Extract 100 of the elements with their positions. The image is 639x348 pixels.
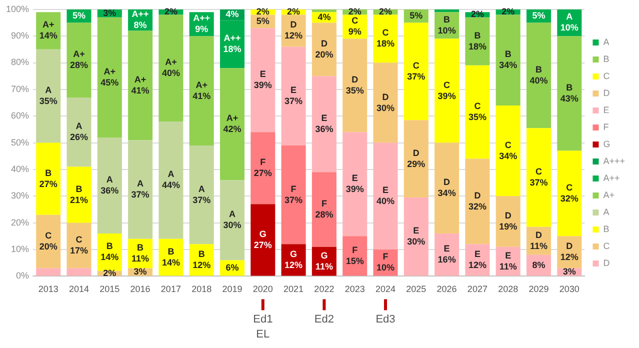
bar	[373, 14, 398, 63]
x-tick-label: 2025	[406, 284, 426, 294]
data-label: 2%	[348, 6, 362, 17]
y-tick-label: 0%	[16, 270, 30, 281]
data-label: D 11%	[530, 230, 548, 251]
data-label: 2%	[287, 6, 300, 17]
data-label: E 39%	[346, 173, 364, 194]
data-label: 3%	[562, 266, 576, 276]
bar	[66, 97, 92, 167]
bar	[158, 121, 184, 239]
text: Ed3	[376, 314, 396, 326]
bar	[312, 9, 336, 12]
bar	[97, 137, 122, 234]
data-label: A 10%	[560, 12, 578, 33]
bar	[373, 142, 398, 250]
x-tick-label: 2028	[498, 284, 518, 294]
data-label: D 12%	[284, 20, 303, 41]
data-label: A++ 9%	[193, 13, 210, 34]
data-label: F 10%	[376, 252, 395, 273]
bar	[496, 196, 520, 247]
data-label: C 9%	[348, 16, 362, 37]
legend-label: A	[603, 36, 610, 47]
data-label: B 12%	[192, 248, 211, 270]
data-label: 3%	[103, 8, 116, 18]
bar	[220, 68, 245, 180]
bar	[496, 14, 520, 106]
data-label: C 20%	[39, 230, 58, 252]
data-label: 3%	[134, 266, 147, 276]
data-label: E 11%	[499, 250, 517, 272]
bar	[250, 132, 276, 204]
bar	[220, 180, 245, 260]
data-label: D 35%	[346, 74, 364, 96]
x-tick-label: 2021	[284, 284, 304, 294]
data-label: D 32%	[468, 190, 486, 212]
bar	[526, 128, 552, 227]
data-label: E 12%	[468, 248, 486, 270]
data-label: A 37%	[192, 184, 211, 205]
data-label: A+ 28%	[70, 49, 88, 70]
data-label: B 14%	[100, 241, 119, 262]
bar	[36, 268, 61, 276]
bar	[66, 222, 92, 268]
x-tick-label: 2022	[314, 284, 334, 294]
legend-label: A+	[603, 190, 614, 200]
data-label: 2%	[470, 9, 484, 20]
data-label: E 39%	[254, 69, 272, 90]
data-label: A 44%	[162, 169, 180, 190]
data-label: B 14%	[162, 246, 180, 268]
y-tick-label: 40%	[11, 164, 30, 174]
x-tick-label: 2024	[375, 284, 396, 294]
x-tick-label: 2020	[252, 284, 273, 294]
legend-label: B	[603, 224, 610, 234]
data-label: C 37%	[530, 166, 548, 188]
legend-label: B	[603, 54, 610, 64]
data-label: F 27%	[254, 157, 272, 178]
data-label: A+ 45%	[100, 66, 119, 88]
x-tick-label: 2014	[68, 284, 90, 294]
bar	[465, 17, 490, 66]
data-label: A+ 41%	[131, 74, 150, 96]
x-tick-label: 2026	[436, 284, 457, 294]
data-label: B 43%	[560, 82, 578, 104]
bar	[434, 142, 460, 234]
text: EL	[256, 328, 270, 341]
data-label: 4%	[226, 9, 239, 20]
data-label: G 27%	[254, 228, 272, 250]
bar	[342, 38, 368, 132]
data-label: F 28%	[315, 198, 334, 220]
data-label: A+ 14%	[39, 20, 58, 41]
data-label: D 29%	[407, 148, 426, 169]
data-label: 2%	[256, 6, 270, 17]
text: Ed2	[314, 314, 334, 326]
data-label: B 21%	[70, 184, 88, 205]
y-tick-label: 70%	[11, 84, 30, 94]
legend-label: D	[603, 258, 610, 268]
bar	[36, 142, 61, 215]
text: Ed1	[253, 314, 273, 326]
bar	[36, 49, 61, 143]
data-label: A+ 40%	[162, 57, 180, 78]
data-label: 4%	[318, 12, 331, 22]
data-label: C 32%	[560, 182, 578, 204]
data-label: A+ 42%	[223, 113, 242, 134]
bar	[36, 214, 61, 268]
legend-label: A	[603, 206, 610, 217]
bar	[434, 38, 460, 143]
data-label: 2%	[502, 6, 515, 17]
legend-label: C	[603, 70, 610, 81]
x-tick-label: 2019	[222, 284, 242, 294]
bar	[189, 36, 214, 146]
data-label: G 11%	[315, 250, 333, 272]
bar	[281, 46, 306, 146]
data-label: C 18%	[376, 28, 395, 49]
data-label: 5%	[72, 10, 86, 21]
data-label: C 35%	[468, 101, 486, 122]
data-label: D 20%	[315, 38, 334, 60]
bar	[158, 14, 184, 122]
bar	[342, 132, 368, 236]
y-tick-label: 30%	[11, 190, 30, 201]
bar	[434, 9, 460, 12]
data-label: E 37%	[284, 85, 303, 106]
data-label: 2%	[378, 6, 392, 17]
data-label: 8%	[532, 260, 546, 270]
